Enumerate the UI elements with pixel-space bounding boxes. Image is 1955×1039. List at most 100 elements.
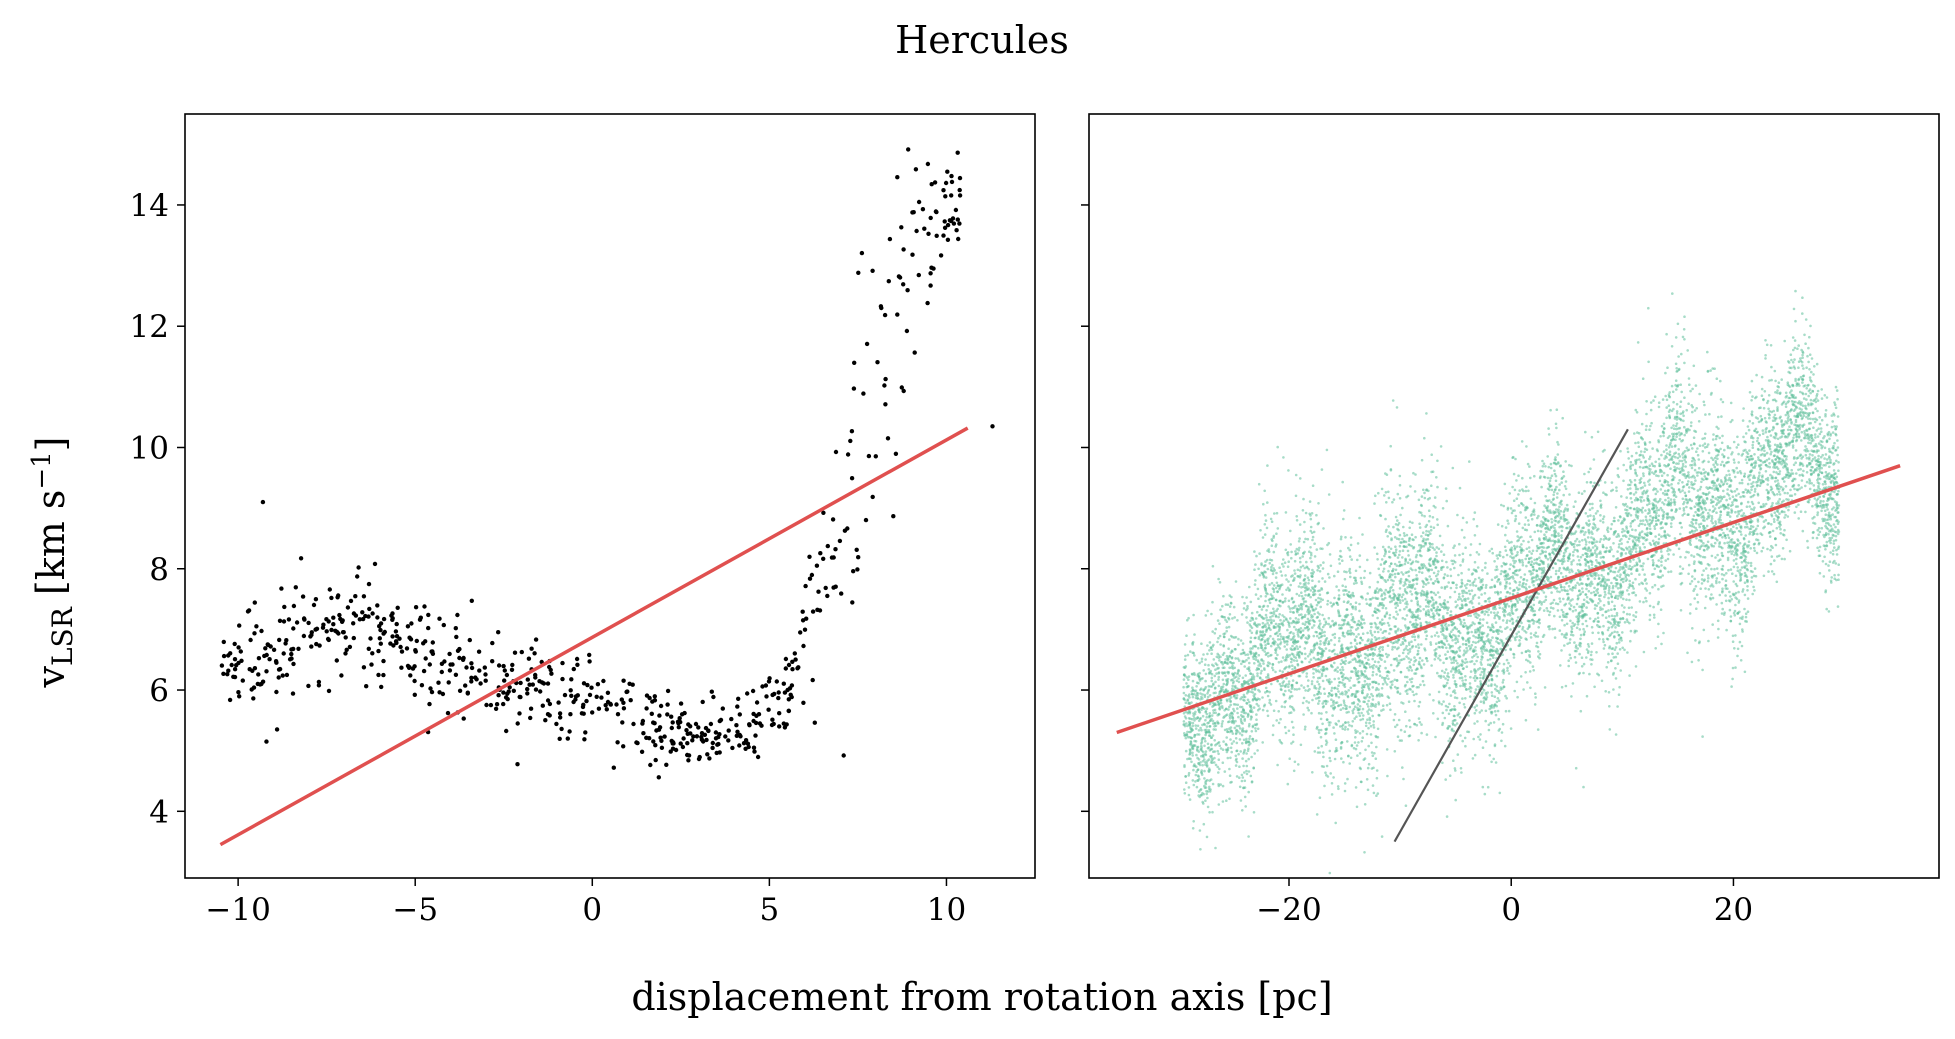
scatter-point [1461, 552, 1465, 556]
scatter-point [1564, 548, 1567, 552]
scatter-point [1667, 446, 1671, 449]
scatter-point [393, 629, 399, 634]
scatter-point [1632, 614, 1635, 617]
scatter-point [240, 678, 245, 683]
scatter-point [1614, 646, 1618, 649]
scatter-point [1633, 478, 1637, 482]
scatter-point [1549, 556, 1552, 560]
scatter-point [1468, 460, 1471, 463]
scatter-point [1759, 414, 1763, 418]
scatter-point [1643, 481, 1646, 485]
scatter-point [1746, 500, 1750, 504]
scatter-point [951, 221, 957, 226]
scatter-point [1552, 598, 1556, 602]
scatter-point [1426, 659, 1429, 663]
scatter-point [557, 736, 562, 741]
scatter-point [463, 683, 468, 688]
scatter-point [1702, 628, 1706, 632]
scatter-point [1188, 702, 1192, 705]
scatter-point [1585, 600, 1589, 603]
scatter-point [1538, 567, 1541, 571]
scatter-point [567, 729, 572, 734]
scatter-point [1695, 450, 1698, 454]
scatter-point [1619, 595, 1623, 599]
scatter-point [1738, 640, 1742, 644]
scatter-point [772, 691, 777, 697]
scatter-point [1610, 600, 1614, 604]
scatter-point [1404, 560, 1407, 563]
scatter-point [1425, 733, 1429, 736]
scatter-point [1435, 577, 1439, 581]
scatter-point [1544, 535, 1548, 539]
scatter-point [1398, 544, 1402, 548]
scatter-point [1828, 450, 1831, 453]
scatter-point [1743, 593, 1747, 597]
scatter-point [1373, 648, 1377, 651]
scatter-point [1829, 579, 1833, 583]
scatter-point [875, 360, 880, 365]
scatter-point [1418, 553, 1422, 557]
scatter-point [1755, 373, 1758, 377]
scatter-point [1224, 603, 1228, 606]
scatter-point [1774, 476, 1778, 480]
scatter-point [547, 664, 552, 670]
scatter-point [1722, 489, 1725, 493]
scatter-point [1533, 558, 1536, 562]
scatter-point [1271, 563, 1274, 567]
scatter-point [1264, 644, 1267, 647]
scatter-point [801, 700, 806, 705]
scatter-point [1597, 602, 1600, 605]
scatter-point [1487, 625, 1490, 629]
scatter-point [945, 169, 950, 174]
scatter-point [855, 567, 860, 572]
scatter-point [1537, 650, 1540, 653]
scatter-point [1762, 398, 1765, 401]
scatter-point [1824, 453, 1828, 456]
scatter-point [1707, 588, 1711, 591]
scatter-point [781, 681, 786, 686]
scatter-point [1218, 707, 1221, 710]
scatter-point [1490, 547, 1494, 551]
scatter-point [1823, 446, 1827, 450]
scatter-point [736, 696, 741, 701]
scatter-point [1385, 501, 1388, 504]
scatter-point [1422, 585, 1425, 588]
scatter-point [1793, 487, 1796, 491]
x-tick-label: −10 [205, 892, 270, 928]
left-scatter-points [219, 147, 995, 780]
scatter-point [1459, 767, 1463, 770]
scatter-point [1319, 717, 1323, 721]
scatter-point [1622, 597, 1625, 601]
scatter-point [1688, 486, 1691, 489]
scatter-point [1648, 473, 1651, 476]
scatter-point [782, 725, 788, 730]
scatter-point [1530, 560, 1534, 563]
scatter-point [1524, 586, 1527, 589]
scatter-point [1500, 731, 1504, 734]
scatter-point [1510, 546, 1513, 550]
scatter-point [525, 691, 530, 696]
scatter-point [1290, 556, 1293, 560]
scatter-point [447, 651, 452, 657]
scatter-point [1715, 579, 1718, 583]
scatter-point [1461, 679, 1464, 682]
scatter-point [1584, 531, 1587, 534]
scatter-point [677, 716, 682, 721]
scatter-point [390, 611, 395, 616]
scatter-point [1384, 629, 1388, 633]
scatter-point [1546, 609, 1549, 613]
scatter-point [533, 675, 538, 680]
scatter-point [1663, 529, 1666, 533]
scatter-point [287, 657, 293, 662]
scatter-point [1767, 394, 1771, 397]
scatter-point [1204, 658, 1207, 661]
scatter-point [1184, 781, 1188, 784]
scatter-point [1601, 638, 1605, 641]
scatter-point [1570, 563, 1573, 566]
scatter-point [686, 753, 692, 758]
scatter-point [1421, 659, 1424, 662]
scatter-point [1561, 575, 1565, 579]
scatter-point [1206, 695, 1210, 699]
scatter-point [1805, 412, 1808, 415]
scatter-point [281, 651, 286, 656]
